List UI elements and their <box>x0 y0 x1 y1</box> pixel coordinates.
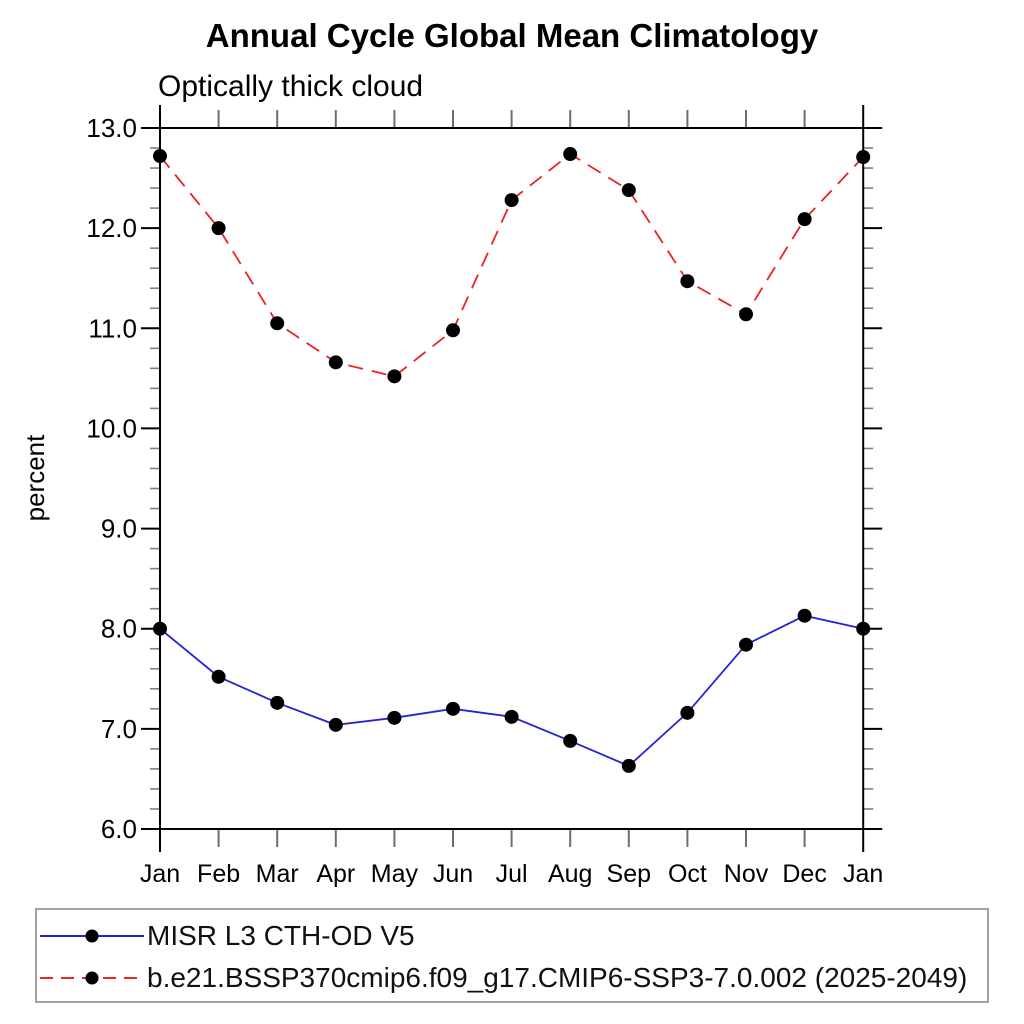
x-tick-label: May <box>371 860 419 888</box>
data-point-1 <box>153 149 167 164</box>
data-point-1 <box>211 221 226 236</box>
chart-subtitle: Optically thick cloud <box>158 70 424 103</box>
axis-ticks <box>141 105 883 852</box>
legend-item-misr: MISR L3 CTH-OD V5 <box>37 915 987 957</box>
y-tick-label: 10.0 <box>86 413 137 443</box>
legend-label: b.e21.BSSP370cmip6.f09_g17.CMIP6-SSP3-7.… <box>147 962 968 993</box>
data-point-0 <box>563 733 578 748</box>
legend-marker-dot <box>85 971 99 985</box>
series-line-0 <box>159 614 864 767</box>
data-point-0 <box>797 608 812 623</box>
data-point-0 <box>270 695 285 710</box>
data-point-1 <box>680 274 695 289</box>
x-tick-label: Feb <box>197 860 240 888</box>
data-point-1 <box>563 147 578 162</box>
data-point-0 <box>739 637 753 652</box>
x-tick-label: Mar <box>256 860 299 888</box>
data-point-1 <box>270 316 285 331</box>
data-point-1 <box>387 369 402 384</box>
x-tick-label: Apr <box>316 860 355 888</box>
data-point-0 <box>153 621 167 636</box>
data-point-0 <box>680 705 695 720</box>
y-tick-label: 11.0 <box>88 313 137 343</box>
legend-line-sample-solid <box>40 929 144 943</box>
x-tick-label: Jun <box>433 860 473 888</box>
y-tick-label: 6.0 <box>101 814 137 844</box>
x-tick-label: Jan <box>140 860 180 888</box>
chart-title: Annual Cycle Global Mean Climatology <box>205 17 819 54</box>
y-tick-label: 12.0 <box>86 213 137 243</box>
data-point-0 <box>621 758 636 773</box>
data-series <box>153 147 871 773</box>
data-point-1 <box>621 183 636 198</box>
series-line-1 <box>159 152 864 378</box>
data-point-0 <box>211 669 226 684</box>
plot-area: Jan Feb Mar Apr May Jun Jul Aug Sep Oct Nov Dec Jan6… <box>20 105 883 888</box>
data-point-0 <box>856 621 871 636</box>
data-point-0 <box>446 701 460 716</box>
x-tick-label: Oct <box>668 860 707 888</box>
data-point-1 <box>856 150 871 165</box>
legend-marker-dot <box>85 929 99 943</box>
x-tick-label: Nov <box>724 860 769 888</box>
x-tick-label: Dec <box>782 860 826 888</box>
y-axis-label: percent <box>20 434 50 521</box>
x-tick-label: Sep <box>607 860 651 888</box>
plot-frame <box>159 127 865 830</box>
y-tick-label: 8.0 <box>101 614 137 644</box>
data-point-0 <box>387 710 402 725</box>
data-point-1 <box>739 307 753 322</box>
data-point-0 <box>328 717 343 732</box>
y-tick-label: 13.0 <box>86 113 137 143</box>
legend-label: MISR L3 CTH-OD V5 <box>147 920 415 951</box>
x-tick-label: Jan <box>843 860 883 888</box>
data-point-1 <box>797 212 812 227</box>
x-tick-label: Aug <box>548 860 592 888</box>
axis-tick-labels: Jan Feb Mar Apr May Jun Jul Aug Sep Oct Nov Dec Jan6… <box>86 113 883 888</box>
legend-item-model: b.e21.BSSP370cmip6.f09_g17.CMIP6-SSP3-7.… <box>37 957 987 999</box>
legend-line-sample-dashed <box>40 971 144 985</box>
data-point-1 <box>328 355 343 370</box>
data-point-0 <box>504 709 519 724</box>
x-tick-label: Jul <box>496 860 528 888</box>
data-point-1 <box>446 323 460 338</box>
data-point-1 <box>504 193 519 208</box>
axes-frame <box>159 127 865 830</box>
y-tick-label: 7.0 <box>101 714 137 744</box>
legend-box: MISR L3 CTH-OD V5 b.e21.BSSP370cmip6.f09… <box>35 908 989 1003</box>
y-tick-label: 9.0 <box>101 514 137 544</box>
